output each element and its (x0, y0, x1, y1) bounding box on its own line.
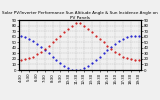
Title: Solar PV/Inverter Performance Sun Altitude Angle & Sun Incidence Angle on PV Pan: Solar PV/Inverter Performance Sun Altitu… (2, 11, 158, 20)
